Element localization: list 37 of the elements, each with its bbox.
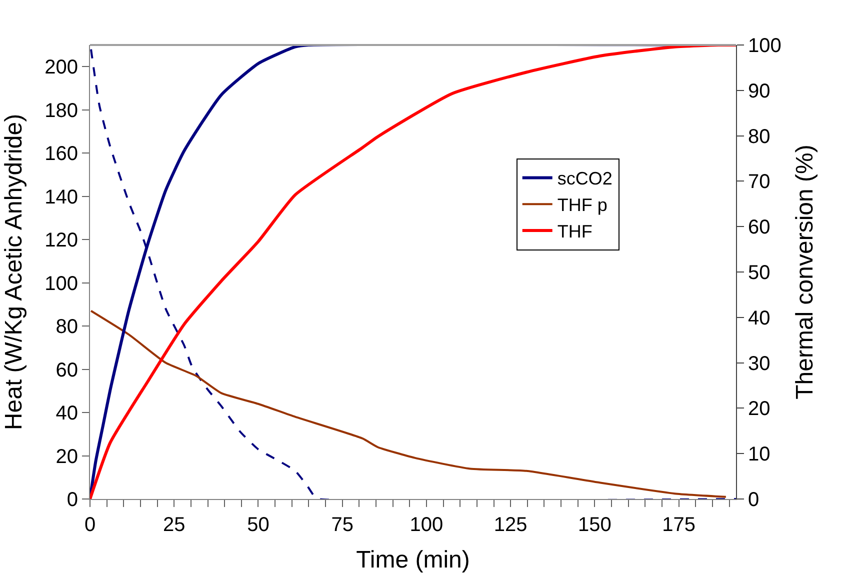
y2-tick-label: 50 bbox=[748, 262, 770, 284]
legend-label: THF p bbox=[557, 195, 608, 216]
y2-tick-label: 20 bbox=[748, 398, 770, 420]
y-tick-label: 80 bbox=[56, 316, 78, 338]
x-tick-label: 100 bbox=[410, 514, 444, 536]
y2-tick-label: 30 bbox=[748, 352, 770, 375]
y2-tick-label: 60 bbox=[748, 216, 770, 239]
y2-tick-label: 10 bbox=[748, 444, 770, 466]
x-tick-label: 75 bbox=[331, 514, 354, 536]
y-tick-label: 0 bbox=[66, 489, 78, 511]
y-axis-title: Heat (W/Kg Acetic Anhydride) bbox=[0, 114, 28, 430]
y-tick-label: 180 bbox=[44, 100, 78, 122]
y-tick-label: 20 bbox=[56, 446, 78, 468]
y2-tick-label: 80 bbox=[748, 126, 770, 148]
line-series bbox=[90, 310, 727, 498]
x-axis-title: Time (min) bbox=[356, 546, 470, 574]
y2-tick-label: 40 bbox=[748, 307, 770, 330]
y2-tick-label: 70 bbox=[748, 171, 770, 194]
x-tick-label: 175 bbox=[662, 514, 696, 536]
y2-tick-label: 0 bbox=[748, 489, 760, 511]
y-tick-label: 100 bbox=[44, 272, 78, 295]
x-tick-label: 0 bbox=[84, 514, 96, 536]
y2-tick-label: 90 bbox=[748, 80, 770, 102]
y2-tick-label: 100 bbox=[748, 35, 782, 57]
x-tick-label: 125 bbox=[494, 514, 528, 536]
legend-label: scCO2 bbox=[557, 168, 612, 189]
y-tick-label: 40 bbox=[56, 402, 78, 425]
x-tick-label: 25 bbox=[162, 514, 186, 536]
y2-axis-title: Thermal conversion (%) bbox=[792, 144, 819, 400]
x-tick-label: 50 bbox=[247, 514, 270, 536]
y-tick-label: 60 bbox=[56, 359, 78, 382]
x-tick-label: 150 bbox=[578, 514, 612, 536]
legend-label: THF bbox=[557, 222, 592, 242]
y-tick-label: 120 bbox=[44, 230, 78, 252]
y-tick-label: 160 bbox=[44, 143, 78, 166]
y-tick-label: 200 bbox=[44, 56, 78, 79]
y-tick-label: 140 bbox=[44, 186, 78, 208]
